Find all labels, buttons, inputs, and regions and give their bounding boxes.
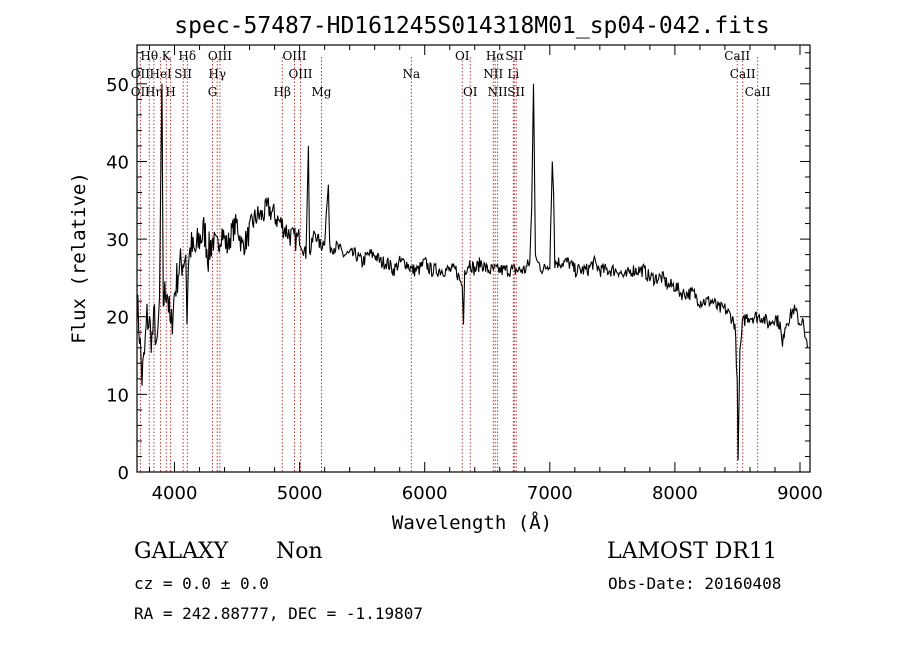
- marker-label-20: SII: [505, 49, 523, 63]
- x-tick-label-3: 7000: [527, 483, 573, 504]
- y-tick-label-3: 30: [106, 230, 129, 251]
- y-axis-label: Flux (relative): [68, 172, 90, 344]
- marker-label-22: Li: [507, 67, 519, 81]
- marker-label-1: Hθ: [140, 49, 158, 63]
- redshift-cz: cz = 0.0 ± 0.0: [134, 574, 269, 593]
- y-tick-label-1: 10: [106, 385, 129, 406]
- y-tick-label-2: 20: [106, 308, 129, 329]
- marker-label-5: K: [162, 49, 172, 63]
- y-tick-label-0: 0: [118, 463, 129, 484]
- x-tick-label-0: 4000: [152, 483, 198, 504]
- y-tick-label-5: 50: [106, 75, 129, 96]
- spectrum-series-line: [136, 83, 809, 461]
- x-tick-label-4: 8000: [652, 483, 698, 504]
- marker-label-10: Hγ: [208, 67, 226, 81]
- observation-date: Obs-Date: 20160408: [608, 574, 781, 593]
- y-axis-ticks: 0 10 20 30 40 50: [106, 52, 810, 484]
- marker-label-19: Hα: [486, 49, 505, 63]
- marker-label-4: HeI: [149, 67, 172, 81]
- x-axis-label: Wavelength (Å): [392, 511, 552, 534]
- object-class: GALAXY: [134, 539, 229, 564]
- marker-label-12: OIII: [282, 49, 306, 63]
- plot-frame: [136, 44, 811, 473]
- marker-label-27: CaII: [745, 85, 771, 99]
- marker-label-24: SII: [507, 85, 525, 99]
- marker-label-11: G: [208, 85, 218, 99]
- marker-label-0: OII: [131, 67, 151, 81]
- marker-label-17: OI: [455, 49, 470, 63]
- marker-label-7: Hδ: [178, 49, 196, 63]
- marker-label-6: H: [165, 85, 175, 99]
- line-marker-lines: [139, 57, 759, 472]
- marker-label-21: NII: [483, 67, 503, 81]
- x-tick-label-5: 9000: [777, 483, 823, 504]
- survey-release: LAMOST DR11: [607, 539, 777, 564]
- marker-label-2: OII: [131, 85, 151, 99]
- marker-label-23: NII: [488, 85, 508, 99]
- y-tick-label-4: 40: [106, 152, 129, 173]
- marker-label-8: SII: [174, 67, 192, 81]
- marker-label-25: CaII: [724, 49, 750, 63]
- marker-label-16: Na: [403, 67, 421, 81]
- coordinates: RA = 242.88777, DEC = -1.19807: [134, 604, 423, 623]
- x-axis-ticks: 4000 5000 6000 7000 8000 9000: [149, 45, 823, 504]
- marker-label-14: Hβ: [274, 85, 291, 99]
- marker-label-15: Mg: [312, 85, 332, 99]
- x-tick-label-1: 5000: [277, 483, 323, 504]
- marker-label-26: CaII: [730, 67, 756, 81]
- marker-label-3: Hη: [145, 85, 163, 99]
- marker-label-13: OIII: [288, 67, 312, 81]
- marker-label-9: OIII: [208, 49, 232, 63]
- marker-label-18: OI: [463, 85, 478, 99]
- chart-title: spec-57487-HD161245S014318M01_sp04-042.f…: [174, 13, 769, 39]
- x-tick-label-2: 6000: [402, 483, 448, 504]
- object-subclass: Non: [276, 539, 323, 564]
